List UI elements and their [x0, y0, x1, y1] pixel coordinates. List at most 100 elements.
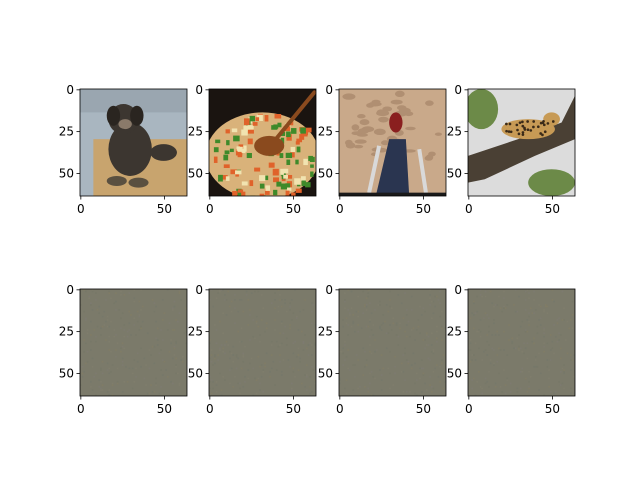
noise-pixel: [394, 372, 396, 375]
noise-pixel: [549, 359, 552, 361]
noise-pixel: [420, 359, 423, 361]
foliage: [528, 169, 575, 196]
noise-pixel: [305, 389, 308, 391]
noise-pixel: [101, 389, 104, 391]
noise-pixel: [387, 310, 390, 313]
noise-pixel: [176, 372, 179, 375]
noise-pixel: [214, 362, 216, 365]
noise-pixel: [479, 319, 482, 321]
reconstruction-noise: [209, 289, 316, 396]
noise-pixel: [483, 317, 485, 320]
noise-pixel: [435, 340, 438, 343]
noise-pixel: [489, 362, 492, 365]
noise-pixel: [528, 297, 530, 300]
footprint: [425, 100, 434, 106]
noise-pixel: [304, 385, 306, 388]
noise-pixel: [304, 334, 306, 336]
leopard-spot: [518, 121, 522, 124]
noise-pixel: [387, 332, 390, 335]
noise-pixel: [354, 364, 356, 366]
noise-pixel: [180, 359, 182, 361]
noise-pixel: [176, 320, 179, 323]
noise-pixel: [479, 335, 482, 338]
noise-pixel: [526, 289, 529, 291]
noise-pixel: [546, 342, 549, 345]
noise-pixel: [136, 310, 139, 313]
ytick-label: 25: [447, 125, 462, 139]
noise-pixel: [504, 307, 507, 310]
noise-pixel: [440, 327, 443, 330]
axes-frame: [79, 88, 188, 197]
noise-pixel: [471, 312, 474, 315]
noise-pixel: [161, 374, 164, 376]
noise-pixel: [247, 369, 250, 371]
noise-pixel: [405, 324, 408, 326]
noise-pixel: [424, 382, 426, 385]
leopard-spot: [516, 128, 519, 132]
noise-pixel: [153, 345, 156, 348]
food-piece: [265, 185, 271, 191]
noise-pixel: [345, 322, 348, 325]
noise-pixel: [153, 310, 156, 313]
noise-pixel: [569, 319, 572, 321]
noise-pixel: [439, 315, 441, 318]
noise-pixel: [357, 387, 360, 390]
noise-pixel: [434, 305, 436, 308]
noise-pixel: [158, 392, 161, 395]
food-piece: [305, 127, 312, 133]
noise-pixel: [90, 334, 92, 336]
noise-pixel: [427, 335, 430, 338]
noise-pixel: [115, 292, 117, 295]
noise-pixel: [369, 302, 371, 305]
noise-pixel: [379, 304, 381, 306]
noise-pixel: [280, 342, 283, 345]
noise-pixel: [474, 342, 477, 345]
noise-pixel: [486, 380, 489, 383]
noise-pixel: [222, 289, 225, 291]
noise-pixel: [262, 307, 265, 310]
noise-pixel: [232, 345, 235, 348]
noise-pixel: [389, 305, 391, 308]
noise-pixel: [569, 359, 572, 361]
noise-pixel: [367, 292, 370, 295]
noise-pixel: [372, 334, 375, 336]
noise-pixel: [392, 317, 395, 320]
leopard-spot: [526, 120, 529, 123]
noise-pixel: [479, 385, 482, 388]
noise-pixel: [362, 374, 365, 376]
noise-pixel: [185, 289, 187, 291]
noise-pixel: [234, 375, 236, 378]
noise-pixel: [534, 365, 537, 368]
noise-pixel: [543, 309, 545, 311]
noise-pixel: [209, 387, 211, 390]
noise-pixel: [141, 305, 144, 308]
noise-pixel: [302, 349, 305, 351]
noise-pixel: [116, 380, 119, 383]
noise-pixel: [399, 322, 401, 325]
noise-pixel: [166, 375, 169, 378]
subplot-4: 0 25 50 0 50: [447, 83, 576, 216]
noise-pixel: [473, 314, 475, 316]
noise-pixel: [136, 352, 139, 355]
noise-pixel: [292, 312, 295, 315]
noise-pixel: [160, 329, 162, 331]
noise-pixel: [277, 289, 280, 291]
noise-pixel: [385, 332, 388, 335]
noise-pixel: [506, 377, 509, 380]
xtick-label: 50: [157, 402, 172, 416]
noise-pixel: [499, 385, 502, 388]
noise-pixel: [113, 335, 116, 338]
noise-pixel: [508, 339, 510, 341]
noise-pixel: [173, 354, 176, 356]
noise-pixel: [115, 309, 117, 311]
noise-pixel: [294, 340, 296, 343]
food-piece: [272, 168, 279, 176]
noise-pixel: [471, 354, 474, 356]
noise-pixel: [219, 349, 221, 351]
noise-pixel: [543, 345, 545, 348]
food-piece: [246, 152, 252, 159]
noise-pixel: [364, 385, 366, 388]
noise-pixel: [257, 290, 260, 293]
noise-pixel: [290, 319, 293, 321]
noise-pixel: [130, 334, 132, 336]
